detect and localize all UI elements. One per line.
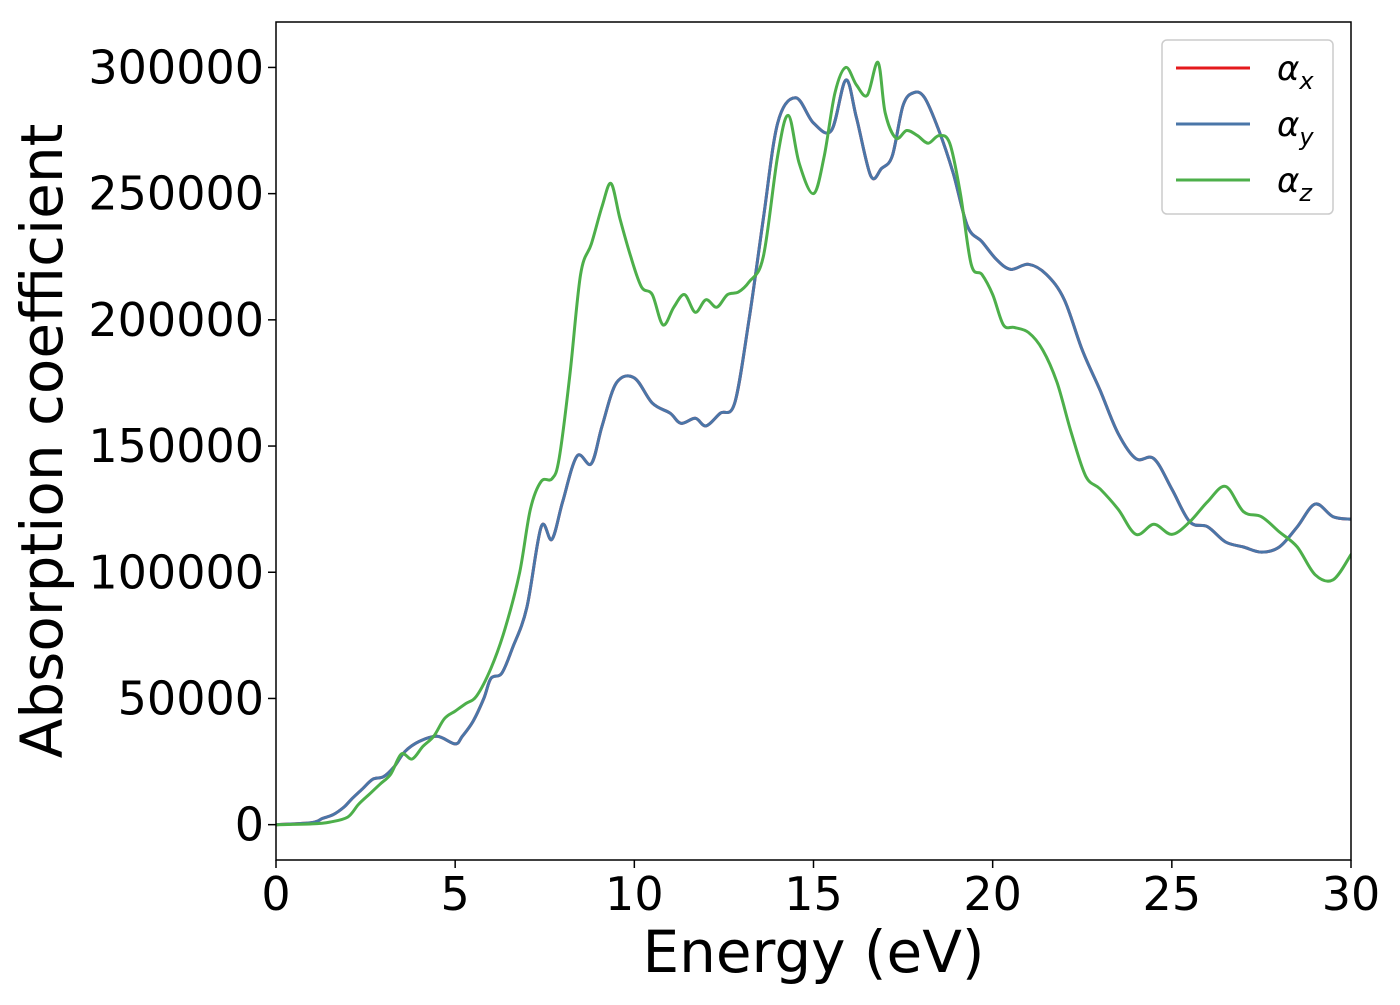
y-tick-label: 100000 — [88, 545, 264, 599]
x-axis-label: Energy (eV) — [642, 918, 984, 986]
y-tick-label: 150000 — [88, 419, 264, 473]
x-tick-label: 5 — [441, 867, 470, 921]
x-axis-ticks: 0 5 10 15 20 25 30 — [261, 860, 1380, 921]
y-axis-label: Absorption coefficient — [8, 124, 76, 759]
y-tick-label: 300000 — [88, 40, 264, 94]
y-axis-ticks: 0 50000 100000 150000 200000 250000 300000 — [88, 40, 276, 852]
x-tick-label: 15 — [784, 867, 843, 921]
x-tick-label: 20 — [963, 867, 1022, 921]
y-tick-label: 200000 — [88, 293, 264, 347]
y-tick-label: 50000 — [118, 671, 264, 725]
x-tick-label: 30 — [1322, 867, 1381, 921]
x-tick-label: 25 — [1143, 867, 1202, 921]
y-tick-label: 250000 — [88, 167, 264, 221]
series-line-z — [276, 60, 1351, 827]
y-tick-label: 0 — [235, 798, 264, 852]
legend-box — [1161, 39, 1334, 215]
series-line-y — [276, 78, 1351, 827]
x-tick-label: 0 — [261, 867, 290, 921]
x-tick-label: 10 — [605, 867, 664, 921]
legend-label-z: αz — [1277, 161, 1313, 207]
plot-lines — [276, 60, 1351, 827]
